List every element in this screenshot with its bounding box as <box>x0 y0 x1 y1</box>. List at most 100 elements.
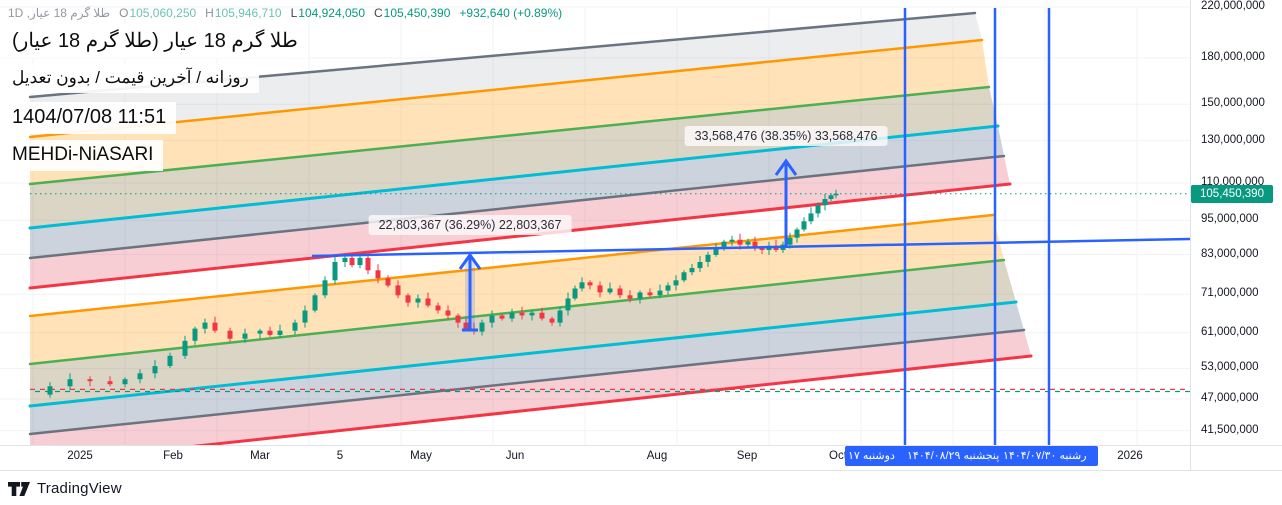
price-axis-border <box>1190 0 1191 470</box>
time-tick-label: Mar <box>250 450 270 462</box>
measure-label-2[interactable]: 33,568,476 (38.35%) 33,568,476 <box>684 126 888 146</box>
price-tick-label: 130,000,000 <box>1201 134 1265 146</box>
candle-body <box>729 239 735 242</box>
brand-label: TradingView <box>37 480 122 497</box>
candle-body <box>192 328 198 341</box>
tradingview-brand[interactable]: TradingView <box>8 480 122 497</box>
candle-body <box>322 280 328 296</box>
candle-body <box>752 241 758 248</box>
candle-body <box>87 379 93 382</box>
price-tick-label: 150,000,000 <box>1201 97 1265 109</box>
arrow-head <box>774 158 798 176</box>
candle-body <box>705 254 711 262</box>
high-value: H105,946,710 <box>205 6 282 20</box>
candle-body <box>67 379 73 387</box>
candle-body <box>435 305 441 311</box>
candle-body <box>587 282 593 286</box>
open-value: O105,060,250 <box>119 6 197 20</box>
lower-fib-channel-fill <box>30 260 1016 406</box>
candle-body <box>794 229 800 238</box>
chart-pane[interactable]: طلا گرم 18 عیار, 1D O105,060,250 H105,94… <box>0 0 1190 445</box>
lower-fib-channel-line <box>28 213 995 318</box>
upper-fib-channel-line <box>28 85 991 186</box>
candle-body <box>227 330 233 339</box>
watermark-datetime: 1404/07/08 11:51 <box>0 102 177 134</box>
price-tick-label: 53,000,000 <box>1201 361 1259 373</box>
candle-body <box>665 285 671 291</box>
footer-divider <box>0 470 1282 471</box>
candle-body <box>808 213 814 222</box>
candle-body <box>822 199 828 206</box>
price-tick-label: 71,000,000 <box>1201 287 1259 299</box>
candle-body <box>697 262 703 269</box>
date-strip-label: رشنبه ۱۴۰۴/۰۷/۳۰ <box>1003 450 1087 462</box>
candle-body <box>637 292 643 299</box>
lower-fib-channel-fill <box>30 330 1031 445</box>
candle-body <box>212 322 218 331</box>
time-tick-label: Oct <box>829 450 847 462</box>
watermark-subtitle: روزانه / آخرین قیمت / بدون تعدیل <box>0 64 259 93</box>
candle-body <box>167 355 173 366</box>
candle-body <box>519 312 525 316</box>
candle-body <box>415 298 421 303</box>
price-axis[interactable]: 105,450,390 220,000,000 180,000,000 150,00… <box>1190 0 1282 470</box>
candle-body <box>137 373 143 380</box>
symbol-title[interactable]: طلا گرم 18 عیار, 1D <box>8 6 111 20</box>
candle-body <box>342 257 348 262</box>
time-axis[interactable]: 2025 Feb Mar 5 May Jun Aug Sep Oct 2026 دوشنبه ۱۷ پ… <box>0 445 1190 470</box>
candle-body <box>395 285 401 296</box>
candle-body <box>455 315 461 323</box>
time-tick-label: 2025 <box>67 450 93 462</box>
date-strip-label: پنجشنبه ۱۴۰۴/۰۸/۲۹ <box>907 450 1000 462</box>
candle-body <box>673 280 679 286</box>
candle-body <box>617 288 623 296</box>
arrow-head <box>458 252 482 270</box>
footer-bar: TradingView <box>0 471 1282 505</box>
candle-body <box>47 386 53 395</box>
candle-body <box>332 262 338 281</box>
time-tick-label: Feb <box>163 450 183 462</box>
candle-body <box>815 205 821 214</box>
candle-body <box>579 282 585 289</box>
upper-fib-channel-line <box>28 154 1006 260</box>
candle-body <box>737 239 743 245</box>
candle-body <box>713 247 719 255</box>
time-tick-label: Jun <box>505 450 525 462</box>
candle-body <box>242 333 248 339</box>
lower-fib-channel-line <box>28 258 1006 366</box>
candle-body <box>405 295 411 303</box>
candle-body <box>721 241 727 248</box>
candle-body <box>549 318 555 323</box>
lower-fib-channel-line <box>192 354 1033 445</box>
candle-body <box>257 330 263 334</box>
candle-body <box>509 312 515 319</box>
axis-separator <box>0 445 1282 446</box>
upper-fib-channel-fill <box>30 13 982 137</box>
candle-body <box>627 295 633 299</box>
candle-body <box>833 193 839 196</box>
candle-body <box>107 381 113 385</box>
upper-fib-channel-line <box>28 38 984 139</box>
candle-body <box>759 247 765 250</box>
candle-body <box>657 290 663 296</box>
date-strip-label: دوشنبه ۱۷ <box>848 450 895 462</box>
candle-body <box>557 310 563 323</box>
change-value: +932,640 (+0.89%) <box>459 6 563 20</box>
time-tick-label: Sep <box>736 450 758 462</box>
lower-fib-channel-fill <box>30 302 1024 434</box>
candle-body <box>572 288 578 299</box>
price-tick-label: 95,000,000 <box>1201 213 1259 225</box>
measure-label-1[interactable]: 22,803,367 (36.29%) 22,803,367 <box>368 215 572 235</box>
price-chart-canvas[interactable] <box>0 0 1190 445</box>
candle-body <box>375 270 381 279</box>
symbol-legend[interactable]: طلا گرم 18 عیار, 1D O105,060,250 H105,94… <box>8 6 562 20</box>
close-value: C105,450,390 <box>374 6 451 20</box>
candle-body <box>479 322 485 332</box>
time-tick-label: May <box>410 450 432 462</box>
candle-body <box>647 292 653 296</box>
watermark-author: MEHDi-NiASARI <box>0 140 164 171</box>
candle-body <box>828 195 834 199</box>
price-tick-label: 83,000,000 <box>1201 248 1259 260</box>
candle-body <box>539 312 545 319</box>
